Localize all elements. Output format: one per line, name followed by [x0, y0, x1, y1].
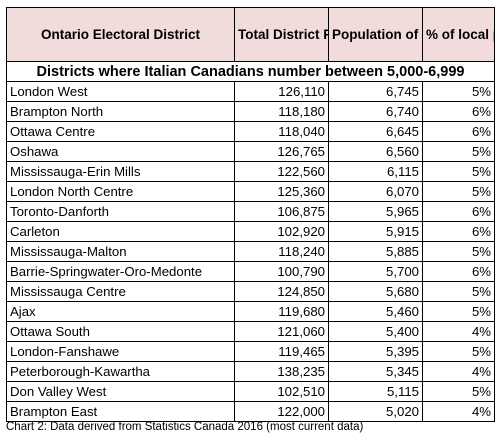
cell-district: Mississauga-Erin Mills [6, 161, 235, 182]
table-row: Mississauga Centre 124,850 5,680 5% [6, 281, 495, 302]
cell-total-population: 106,875 [234, 201, 329, 222]
cell-district: London North Centre [6, 181, 235, 202]
cell-percent: 6% [422, 101, 495, 122]
table-row: Barrie-Springwater-Oro-Medonte 100,790 5,7… [6, 261, 495, 282]
cell-italian-population: 6,745 [328, 81, 423, 102]
table-row: Brampton North 118,180 6,740 6% [6, 101, 495, 122]
cell-italian-population: 6,070 [328, 181, 423, 202]
cell-italian-population: 6,740 [328, 101, 423, 122]
cell-district: Ottawa Centre [6, 121, 235, 142]
cell-percent: 5% [422, 181, 495, 202]
cell-total-population: 125,360 [234, 181, 329, 202]
cell-total-population: 126,110 [234, 81, 329, 102]
table-row: Ajax 119,680 5,460 5% [6, 301, 495, 322]
cell-percent: 6% [422, 121, 495, 142]
table-row: Oshawa 126,765 6,560 5% [6, 141, 495, 162]
cell-district: London-Fanshawe [6, 341, 235, 362]
table-row: London-Fanshawe 119,465 5,395 5% [6, 341, 495, 362]
cell-district: Oshawa [6, 141, 235, 162]
header-total-population: Total District Population [234, 7, 329, 62]
electoral-district-table: Ontario Electoral District Total Distric… [6, 7, 495, 422]
cell-total-population: 121,060 [234, 321, 329, 342]
cell-percent: 5% [422, 241, 495, 262]
cell-district: Mississauga Centre [6, 281, 235, 302]
cell-district: Peterborough-Kawartha [6, 361, 235, 382]
table-row: Toronto-Danforth 106,875 5,965 6% [6, 201, 495, 222]
cell-total-population: 119,465 [234, 341, 329, 362]
cell-district: Don Valley West [6, 381, 235, 402]
table-row: Mississauga-Erin Mills 122,560 6,115 5% [6, 161, 495, 182]
header-district: Ontario Electoral District [6, 7, 235, 62]
cell-district: Ajax [6, 301, 235, 322]
table-row: Ottawa South 121,060 5,400 4% [6, 321, 495, 342]
cell-percent: 6% [422, 201, 495, 222]
cell-italian-population: 5,460 [328, 301, 423, 322]
cell-district: Barrie-Springwater-Oro-Medonte [6, 261, 235, 282]
chart-caption: Chart 2: Data derived from Statistics Ca… [6, 421, 364, 433]
header-row: Ontario Electoral District Total Distric… [6, 7, 495, 62]
cell-total-population: 124,850 [234, 281, 329, 302]
cell-percent: 6% [422, 221, 495, 242]
table-row: Carleton 102,920 5,915 6% [6, 221, 495, 242]
table-row: Brampton East 122,000 5,020 4% [6, 401, 495, 422]
header-percent: % of local population [422, 7, 495, 62]
cell-percent: 5% [422, 381, 495, 402]
table-row: Mississauga-Malton 118,240 5,885 5% [6, 241, 495, 262]
table-row: London West 126,110 6,745 5% [6, 81, 495, 102]
cell-percent: 6% [422, 261, 495, 282]
cell-italian-population: 6,115 [328, 161, 423, 182]
cell-percent: 5% [422, 81, 495, 102]
cell-total-population: 122,000 [234, 401, 329, 422]
cell-total-population: 102,510 [234, 381, 329, 402]
cell-italian-population: 6,560 [328, 141, 423, 162]
cell-district: Carleton [6, 221, 235, 242]
cell-italian-population: 5,395 [328, 341, 423, 362]
table-row: Peterborough-Kawartha 138,235 5,345 4% [6, 361, 495, 382]
cell-percent: 5% [422, 281, 495, 302]
cell-district: Mississauga-Malton [6, 241, 235, 262]
cell-italian-population: 5,700 [328, 261, 423, 282]
cell-total-population: 122,560 [234, 161, 329, 182]
table-row: London North Centre 125,360 6,070 5% [6, 181, 495, 202]
table-container: Ontario Electoral District Total Distric… [6, 7, 495, 422]
cell-italian-population: 5,115 [328, 381, 423, 402]
cell-district: Ottawa South [6, 321, 235, 342]
subheader-text: Districts where Italian Canadians number… [6, 61, 495, 82]
cell-percent: 4% [422, 401, 495, 422]
cell-district: Toronto-Danforth [6, 201, 235, 222]
cell-italian-population: 5,400 [328, 321, 423, 342]
cell-total-population: 102,920 [234, 221, 329, 242]
cell-total-population: 138,235 [234, 361, 329, 382]
table-row: Don Valley West 102,510 5,115 5% [6, 381, 495, 402]
cell-total-population: 118,040 [234, 121, 329, 142]
cell-italian-population: 5,020 [328, 401, 423, 422]
cell-total-population: 126,765 [234, 141, 329, 162]
cell-italian-population: 5,965 [328, 201, 423, 222]
cell-italian-population: 5,885 [328, 241, 423, 262]
table-row: Ottawa Centre 118,040 6,645 6% [6, 121, 495, 142]
cell-percent: 5% [422, 301, 495, 322]
cell-total-population: 118,180 [234, 101, 329, 122]
header-italian-population: Population of Italian-origin [328, 7, 423, 62]
cell-percent: 4% [422, 361, 495, 382]
cell-percent: 5% [422, 341, 495, 362]
cell-italian-population: 5,680 [328, 281, 423, 302]
cell-italian-population: 5,915 [328, 221, 423, 242]
cell-total-population: 119,680 [234, 301, 329, 322]
cell-percent: 5% [422, 161, 495, 182]
cell-italian-population: 5,345 [328, 361, 423, 382]
cell-district: Brampton North [6, 101, 235, 122]
cell-percent: 5% [422, 141, 495, 162]
subheader-row: Districts where Italian Canadians number… [6, 61, 495, 82]
cell-district: Brampton East [6, 401, 235, 422]
cell-total-population: 100,790 [234, 261, 329, 282]
cell-district: London West [6, 81, 235, 102]
cell-total-population: 118,240 [234, 241, 329, 262]
cell-italian-population: 6,645 [328, 121, 423, 142]
cell-percent: 4% [422, 321, 495, 342]
